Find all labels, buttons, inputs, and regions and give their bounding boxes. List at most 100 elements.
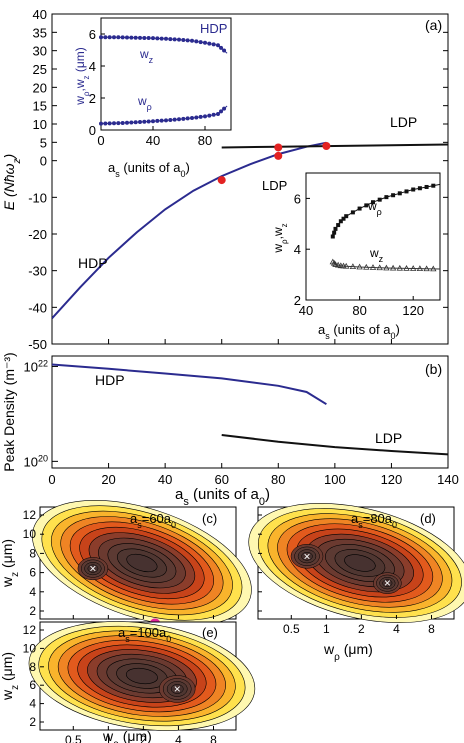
inset-point bbox=[159, 36, 164, 41]
inset-ldp-ylabel: wρ,wz bbox=[271, 223, 289, 253]
inset-point bbox=[129, 120, 134, 125]
panel-a-label: (a) bbox=[425, 17, 442, 33]
b-ytick-label: 1022 bbox=[24, 358, 48, 374]
inset-point bbox=[344, 214, 349, 219]
hdp-label: HDP bbox=[78, 255, 108, 271]
inset-point bbox=[181, 37, 186, 42]
inset-point bbox=[330, 234, 335, 239]
b-ytick-label: 1020 bbox=[24, 453, 48, 469]
inset-point bbox=[364, 203, 369, 208]
inset-hdp-ylabel: wρ,wz (μm) bbox=[73, 47, 91, 105]
inset-point bbox=[198, 40, 203, 45]
contour-xtick-label: 8 bbox=[428, 622, 435, 636]
inset-point bbox=[376, 264, 383, 271]
inset-ldp-ticks: 2 4 6 40 80 120 bbox=[294, 191, 424, 318]
inset-ytick-label: 6 bbox=[89, 27, 96, 42]
contour-ytick-label: 10 bbox=[23, 641, 37, 655]
ytick-label: 15 bbox=[33, 99, 47, 114]
inset-point bbox=[146, 119, 151, 124]
inset-xtick-label: 40 bbox=[299, 303, 313, 318]
ytick-label: 5 bbox=[40, 135, 47, 150]
contour-xtick-label: 1 bbox=[105, 733, 112, 743]
ytick-label: -10 bbox=[28, 190, 47, 205]
marker-dot bbox=[322, 142, 331, 150]
inset-point bbox=[194, 115, 199, 120]
inset-ytick-label: 0 bbox=[89, 123, 96, 138]
inset-point bbox=[391, 193, 396, 198]
contour-ytick-label: 10 bbox=[23, 527, 37, 541]
ldp-label: LDP bbox=[390, 114, 417, 130]
ytick-label: -30 bbox=[28, 264, 47, 279]
contour-ytick-label: 8 bbox=[29, 546, 36, 560]
inset-point bbox=[129, 35, 134, 40]
inset-ytick-label: 2 bbox=[294, 293, 301, 308]
inset-point bbox=[389, 264, 397, 271]
inset-point bbox=[168, 118, 173, 123]
inset-point bbox=[203, 40, 207, 45]
contour-level bbox=[126, 553, 158, 573]
inset-ytick-label: 2 bbox=[89, 91, 96, 106]
inset-point bbox=[112, 35, 116, 40]
minimum-cross: × bbox=[174, 682, 181, 696]
inset-point bbox=[120, 35, 125, 40]
inset-point bbox=[198, 114, 203, 119]
inset-point bbox=[424, 184, 429, 189]
panel-d-annotation: as=80a0 bbox=[351, 511, 397, 530]
inset-point bbox=[222, 48, 227, 53]
inset-point bbox=[99, 35, 103, 40]
panel-e-xlabel: wρ (μm) bbox=[102, 728, 152, 743]
inset-point bbox=[203, 114, 207, 119]
inset-point bbox=[222, 106, 227, 111]
inset-point bbox=[107, 121, 112, 126]
inset-point bbox=[369, 264, 377, 270]
inset-point bbox=[383, 264, 390, 271]
contour-ytick-label: 6 bbox=[29, 678, 36, 692]
inset-ldp-xlabel: as (units of a0) bbox=[318, 322, 400, 341]
inset-point bbox=[397, 191, 402, 196]
inset-point bbox=[168, 37, 173, 42]
inset-point bbox=[371, 200, 375, 205]
inset-ldp-title: LDP bbox=[262, 178, 287, 193]
inset-point bbox=[332, 261, 339, 267]
b-xtick-label: 120 bbox=[381, 472, 403, 487]
panel-b-hdp-label: HDP bbox=[95, 372, 125, 388]
inset-point bbox=[138, 35, 142, 40]
inset-point bbox=[194, 39, 199, 44]
contour-level bbox=[125, 667, 158, 685]
inset-point bbox=[384, 195, 389, 200]
inset-point bbox=[336, 223, 341, 228]
panel-a-frame bbox=[51, 13, 449, 345]
inset-point bbox=[103, 35, 108, 40]
panel-b-frame bbox=[51, 355, 449, 469]
inset-point bbox=[151, 36, 155, 41]
panel-c: × 2 4 6 8 10 12 as=60a0 (c) wz (μm) bbox=[0, 500, 252, 630]
inset-point bbox=[164, 36, 168, 41]
panel-b-label: (b) bbox=[425, 361, 442, 377]
contour-ytick-label: 12 bbox=[23, 623, 37, 637]
inset-point bbox=[350, 210, 355, 215]
inset-point bbox=[333, 226, 338, 231]
inset-point bbox=[377, 197, 382, 202]
ldp-density-curve bbox=[221, 434, 449, 456]
contour-ytick-label: 2 bbox=[29, 604, 36, 618]
ytick-label: 40 bbox=[33, 7, 47, 22]
inset-ytick-label: 4 bbox=[89, 59, 96, 74]
contour-xtick-label: 1 bbox=[323, 622, 330, 636]
inset-ytick-label: 6 bbox=[294, 191, 301, 206]
inset-point bbox=[211, 112, 216, 117]
contour-well bbox=[170, 684, 184, 694]
contour-xtick-label: 2 bbox=[140, 733, 147, 743]
inset-point bbox=[159, 118, 164, 123]
inset-point bbox=[363, 263, 370, 270]
inset-point bbox=[177, 37, 181, 42]
contour-xtick-label: 0.5 bbox=[65, 733, 82, 743]
panel-c-annotation: as=60a0 bbox=[130, 511, 176, 530]
panel-b-ldp-label: LDP bbox=[375, 430, 402, 446]
inset-point bbox=[396, 264, 403, 271]
panel-d-xlabel: wρ (μm) bbox=[323, 641, 373, 663]
inset-point bbox=[125, 120, 129, 125]
b-xtick-label: 0 bbox=[48, 472, 55, 487]
panel-c-ylabel: wz (μm) bbox=[0, 539, 21, 588]
